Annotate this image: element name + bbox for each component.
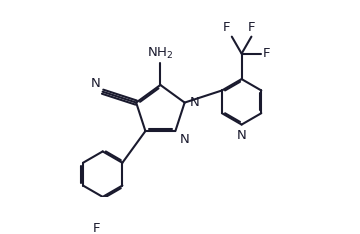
Text: F: F <box>248 21 255 33</box>
Text: N: N <box>189 96 199 109</box>
Text: F: F <box>222 21 230 33</box>
Text: F: F <box>93 222 100 234</box>
Text: N: N <box>91 77 101 90</box>
Text: F: F <box>263 47 271 60</box>
Text: N: N <box>180 133 190 146</box>
Text: N: N <box>237 129 247 142</box>
Text: NH$_2$: NH$_2$ <box>147 46 174 62</box>
